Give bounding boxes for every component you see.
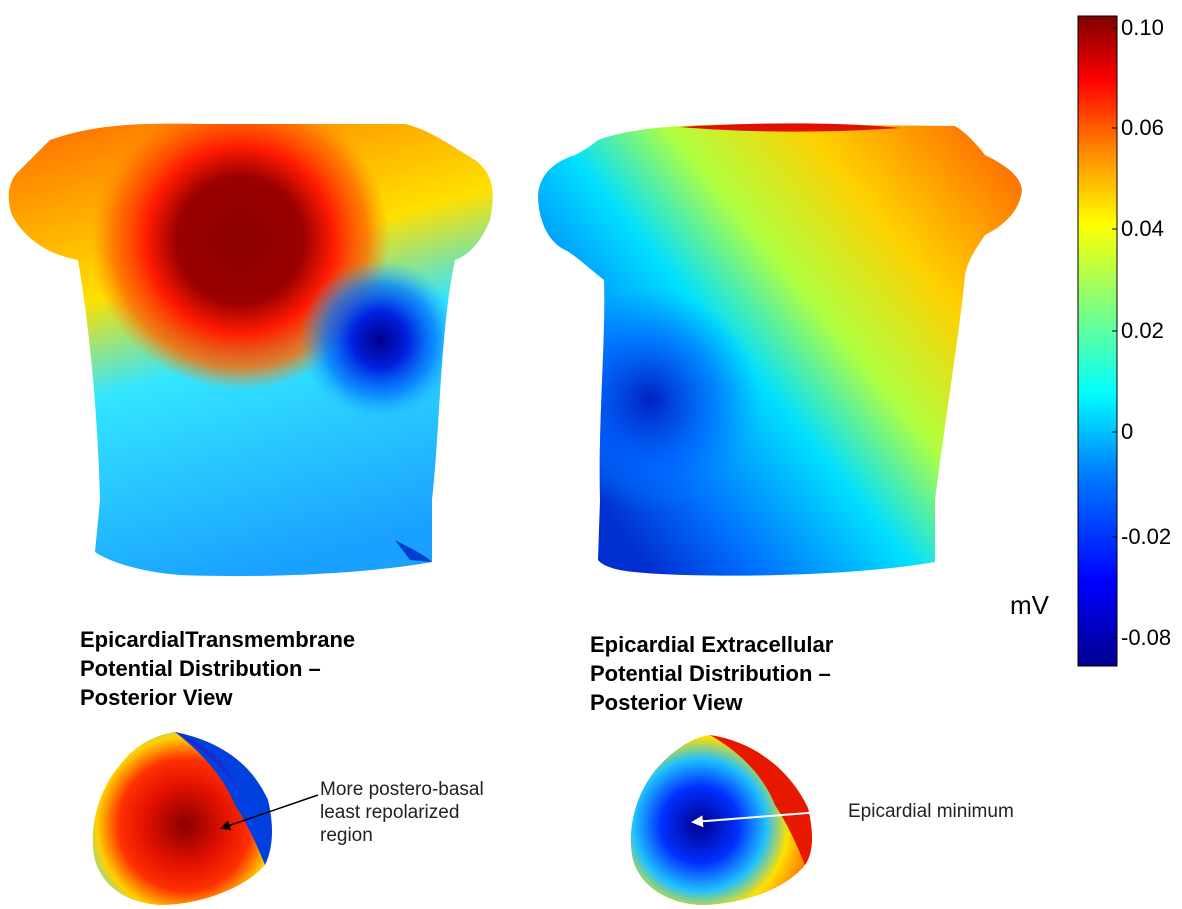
colorbar-tick-label: 0.06 xyxy=(1121,115,1164,140)
colorbar-tick-label: -0.08 xyxy=(1121,625,1172,650)
annotation-arrow-right xyxy=(691,809,846,828)
heart-transmembrane-map xyxy=(92,732,272,905)
torso-extracellular-map xyxy=(538,123,1022,576)
caption-line: Posterior View xyxy=(80,685,233,710)
colorbar xyxy=(1077,15,1118,667)
caption-line: Epicardial Extracellular xyxy=(590,632,834,657)
caption-line: EpicardialTransmembrane xyxy=(80,627,356,652)
colorbar-tick-label: 0 xyxy=(1121,419,1134,444)
caption-line: Posterior View xyxy=(590,690,743,715)
annotation-line: least repolarized xyxy=(320,802,460,823)
caption-transmembrane: EpicardialTransmembrane Potential Distri… xyxy=(80,625,355,712)
colorbar-ticks xyxy=(1112,27,1117,639)
colorbar-tick-label: 0.10 xyxy=(1121,15,1164,40)
colorbar-tick-label: -0.02 xyxy=(1121,524,1172,549)
colorbar-tick-label: 0.04 xyxy=(1121,216,1164,241)
annotation-line: region xyxy=(320,825,373,846)
colorbar-tick-label: 0.02 xyxy=(1121,318,1164,343)
torso-transmembrane-map xyxy=(8,123,493,577)
annotation-arrow-left xyxy=(220,794,319,831)
caption-line: Potential Distribution – xyxy=(590,661,831,686)
colorbar-unit-label: mV xyxy=(1010,590,1049,620)
caption-extracellular: Epicardial Extracellular Potential Distr… xyxy=(590,630,833,717)
annotation-line: More postero-basal xyxy=(320,779,484,800)
annotation-left: More postero-basal least repolarized reg… xyxy=(320,778,484,847)
caption-line: Potential Distribution – xyxy=(80,656,321,681)
annotation-right: Epicardial minimum xyxy=(848,801,1014,822)
